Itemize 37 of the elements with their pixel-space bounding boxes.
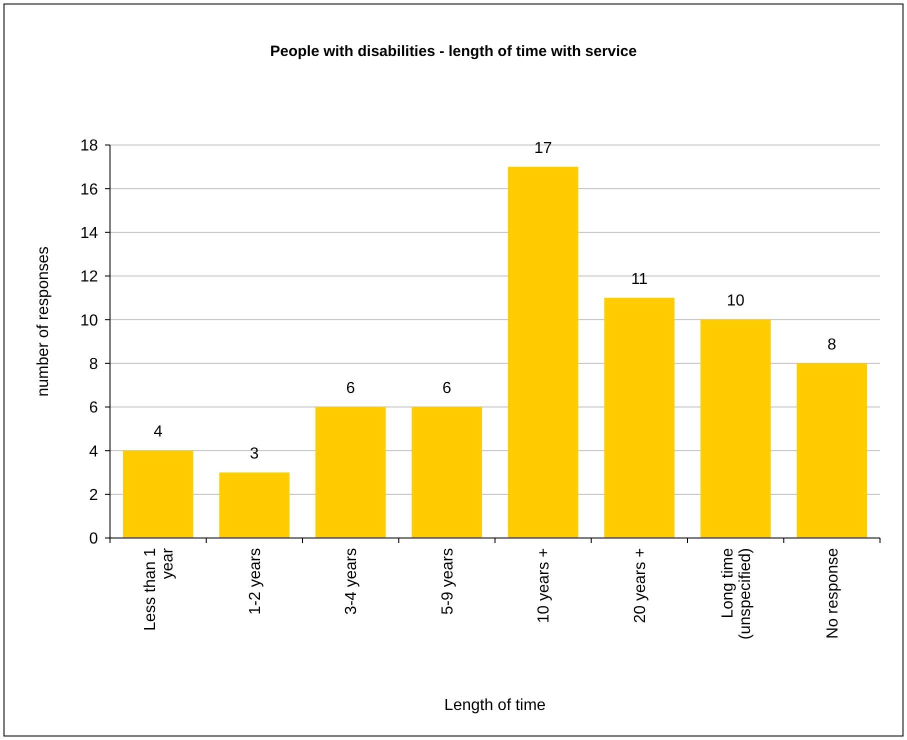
y-tick-label: 12 <box>80 268 98 286</box>
y-tick-label: 18 <box>80 138 98 155</box>
data-label: 8 <box>827 336 836 354</box>
x-tick-label: 3-4 years <box>343 548 360 615</box>
bar <box>315 407 386 538</box>
y-tick-label: 10 <box>80 312 98 330</box>
bar <box>700 320 771 538</box>
x-tick-label: 20 years + <box>632 548 649 624</box>
data-label: 17 <box>534 140 552 157</box>
y-tick-label: 16 <box>80 181 98 198</box>
x-tick-label: Less than 1 year <box>142 547 177 631</box>
y-tick-label: 6 <box>89 400 98 417</box>
bar <box>796 363 868 538</box>
x-tick-label: 5-9 years <box>439 548 456 615</box>
x-tick-label: 10 years + <box>536 548 553 624</box>
y-tick-label: 8 <box>89 356 98 373</box>
x-tick-label: 1-2 years <box>246 548 264 615</box>
data-label: 6 <box>346 380 356 397</box>
bar <box>122 450 194 538</box>
x-axis-title: Length of time <box>444 697 546 714</box>
bar <box>508 166 578 538</box>
data-label: 11 <box>631 270 648 288</box>
y-tick-label: 4 <box>89 443 98 460</box>
y-axis-title: number of responses <box>35 246 52 397</box>
x-tick-label: No response <box>824 548 842 639</box>
bar <box>219 472 290 538</box>
y-tick-label: 14 <box>80 224 98 242</box>
y-tick-label: 2 <box>89 486 98 504</box>
chart-title: People with disabilities - length of time with service <box>270 43 637 60</box>
bar <box>412 407 482 538</box>
data-label: 3 <box>250 446 259 462</box>
data-label: 10 <box>726 292 745 310</box>
x-tick-label: Long time (unspecified) <box>719 548 754 640</box>
data-label: 4 <box>154 424 163 441</box>
data-label: 6 <box>442 380 452 397</box>
y-tick-label: 0 <box>89 530 98 548</box>
bar <box>604 298 675 538</box>
